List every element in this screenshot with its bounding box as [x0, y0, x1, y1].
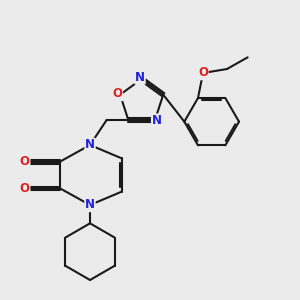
- Text: O: O: [198, 67, 208, 80]
- Text: N: N: [85, 199, 95, 212]
- Text: O: O: [20, 182, 30, 195]
- Text: N: N: [85, 139, 95, 152]
- Text: N: N: [152, 114, 162, 127]
- Text: N: N: [135, 71, 145, 84]
- Text: O: O: [112, 88, 122, 100]
- Text: O: O: [20, 155, 30, 168]
